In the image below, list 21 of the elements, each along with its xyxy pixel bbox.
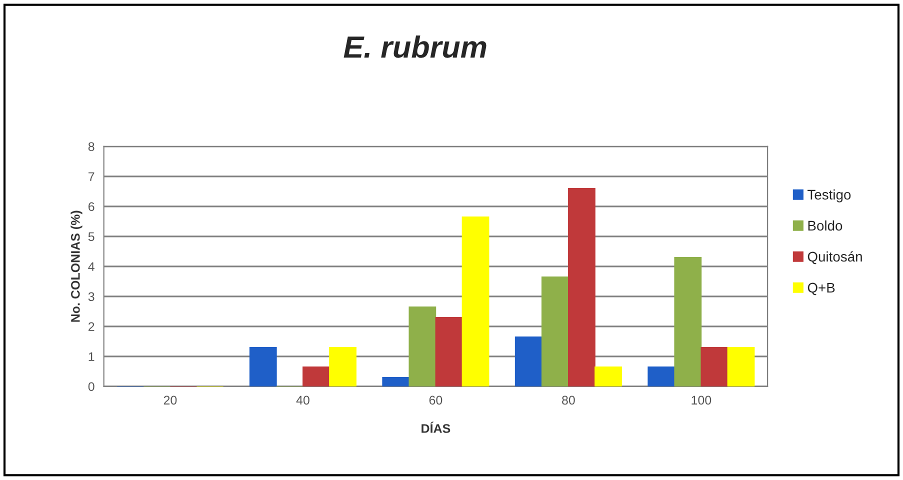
y-tick-label: 6 xyxy=(88,202,94,212)
y-tick-label: 1 xyxy=(88,352,94,361)
y-tick-label: 3 xyxy=(88,292,94,302)
legend-label: Q+B xyxy=(808,282,835,296)
y-tick-label: 4 xyxy=(88,262,94,271)
legend-label: Quitosán xyxy=(808,251,862,264)
x-tick-label: 40 xyxy=(296,396,310,405)
y-tick-label: 8 xyxy=(88,142,94,152)
y-tick-label: 2 xyxy=(88,322,94,331)
chart-title: E. rubrum xyxy=(344,35,486,58)
legend-label: Boldo xyxy=(808,220,842,231)
x-tick-label: 100 xyxy=(692,396,712,405)
x-tick-label: 60 xyxy=(429,396,442,405)
x-axis-title: DÍAS xyxy=(422,422,450,433)
legend-label: Testigo xyxy=(808,189,851,202)
y-tick-label: 0 xyxy=(88,382,94,392)
y-tick-label: 7 xyxy=(88,172,94,181)
x-tick-label: 80 xyxy=(562,396,575,405)
x-tick-label: 20 xyxy=(164,396,177,405)
y-axis-title: No. COLONIAS (%) xyxy=(70,210,82,322)
y-tick-label: 5 xyxy=(88,232,94,242)
